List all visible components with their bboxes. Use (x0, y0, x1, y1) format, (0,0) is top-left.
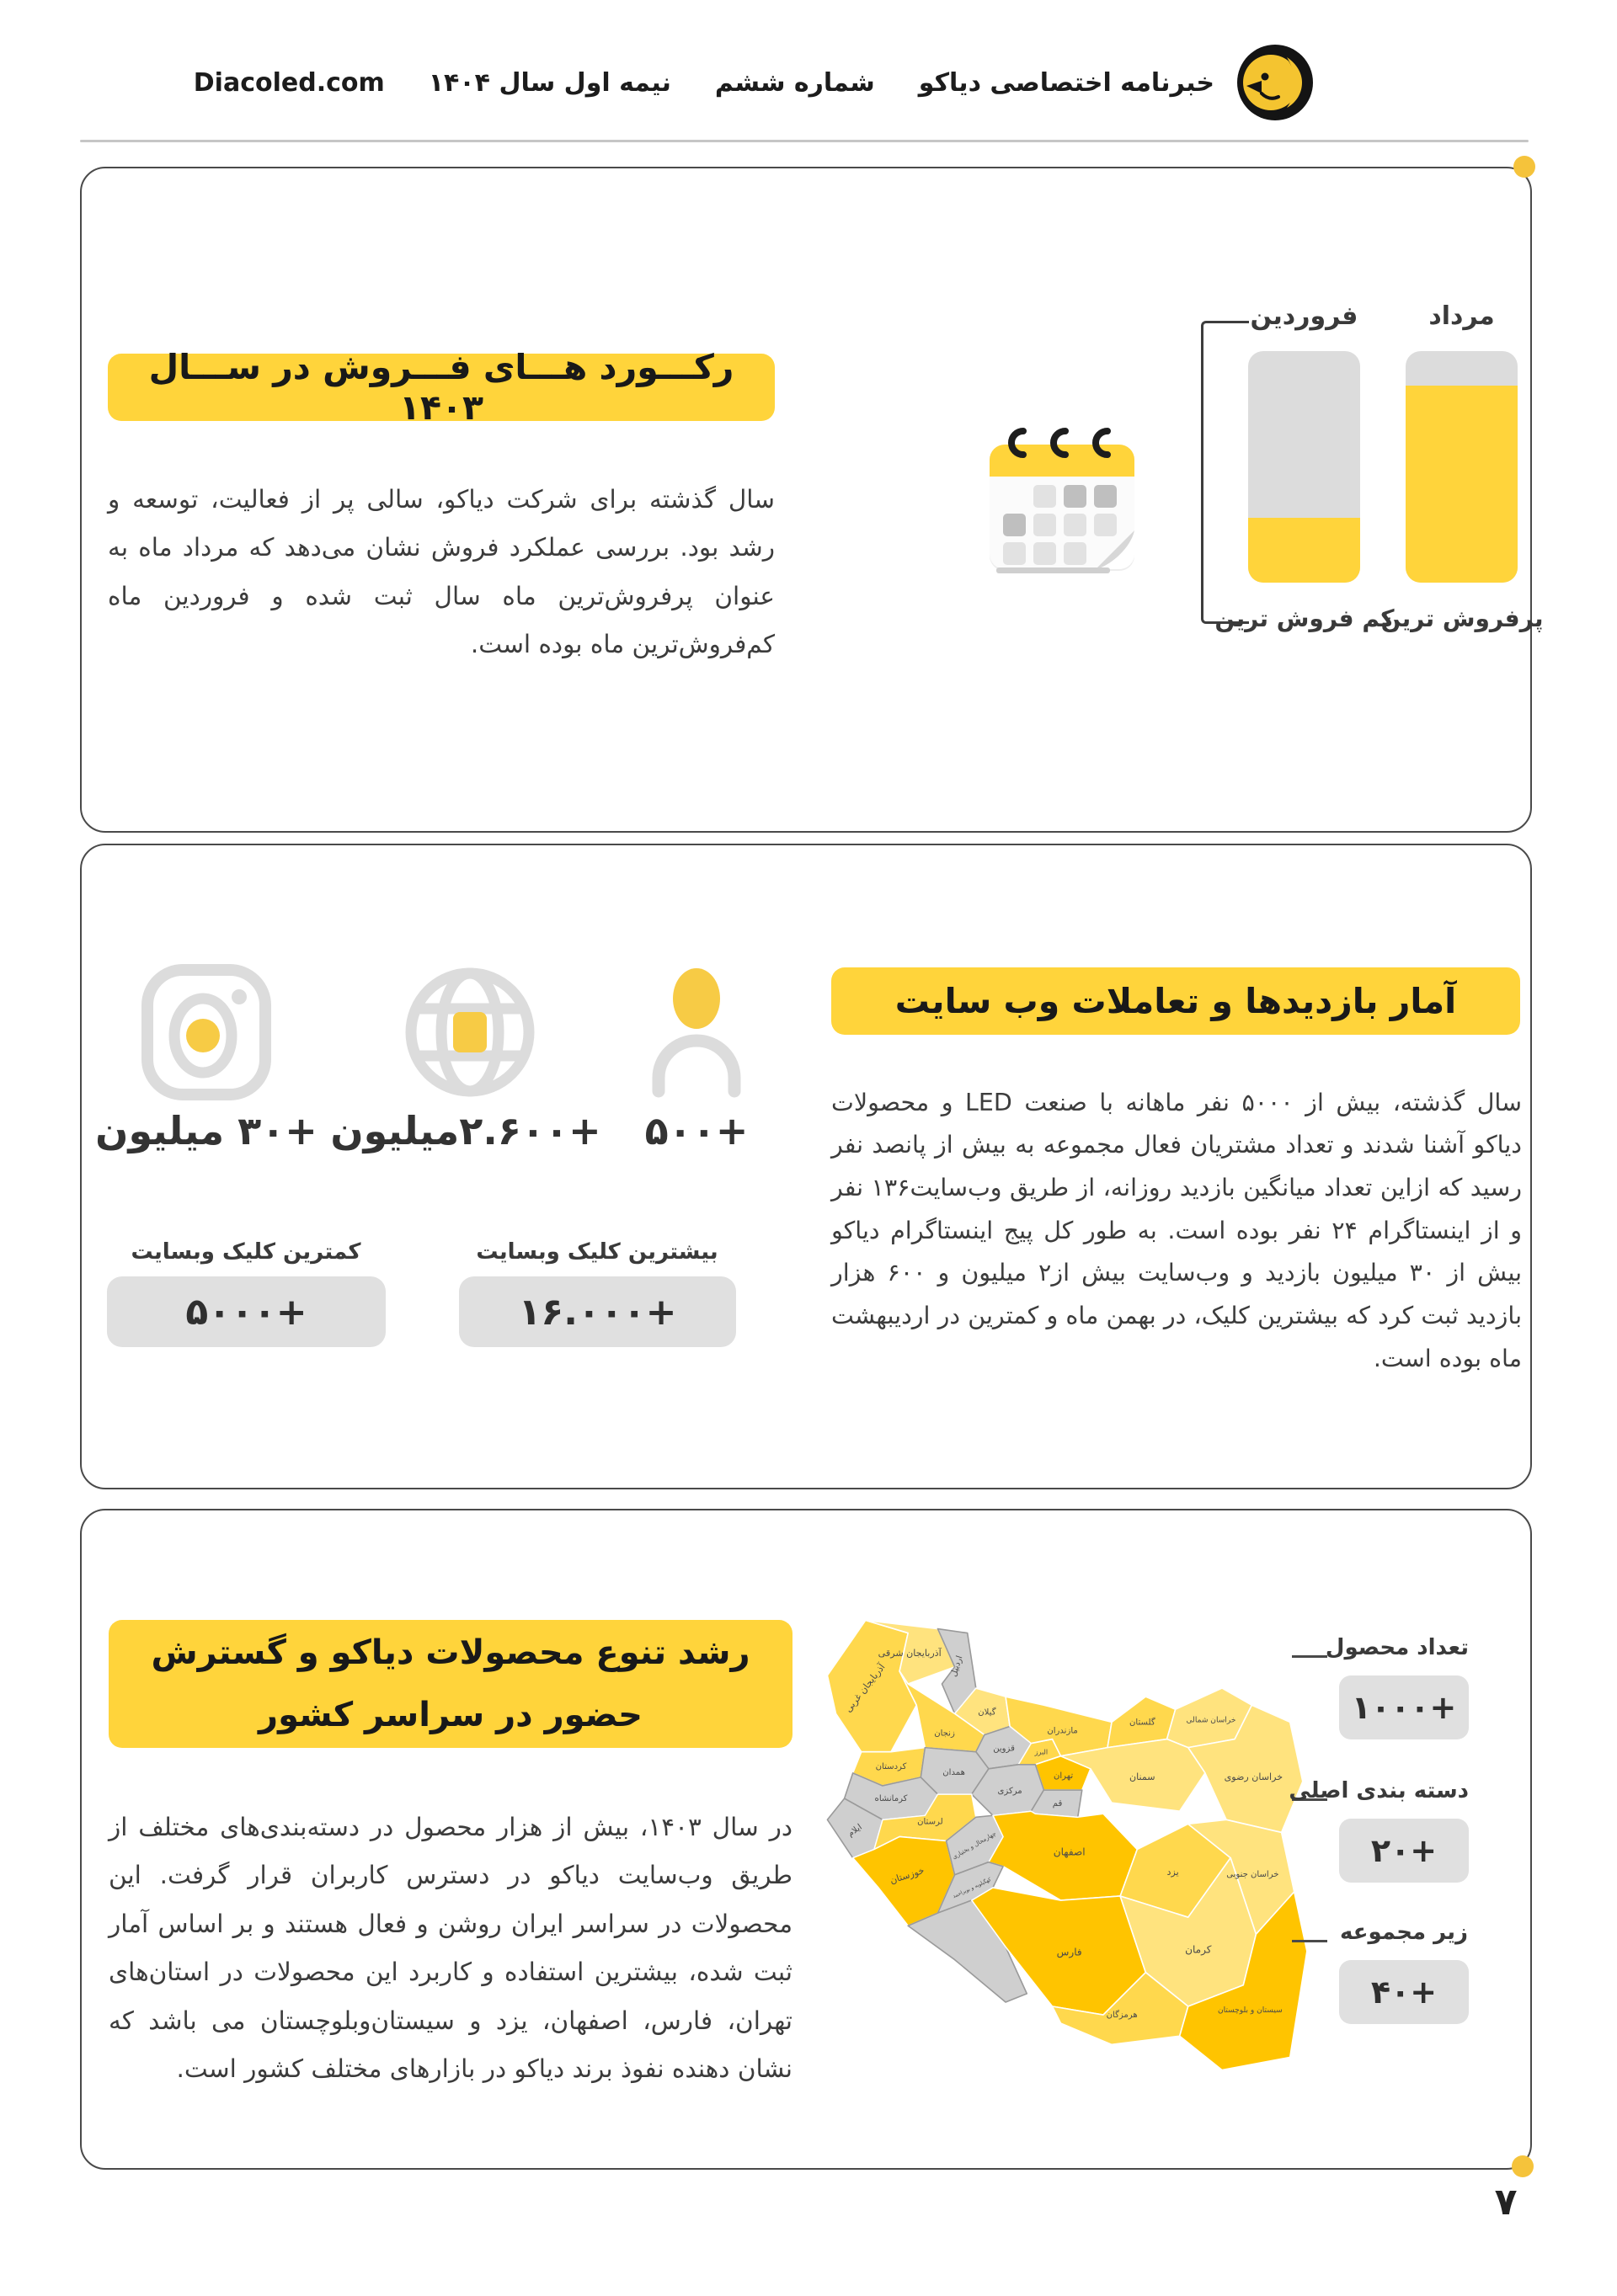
province-label-24: خراسان جنوبی (1226, 1870, 1278, 1879)
calendar-icon (985, 421, 1140, 589)
web-stats-body: سال گذشته، بیش از ۵۰۰۰ نفر ماهانه با صنع… (831, 1088, 1522, 1372)
province-label-23: یزد (1167, 1867, 1179, 1878)
bar-farvardin (1248, 351, 1360, 583)
instagram-icon (139, 962, 274, 1106)
province-shape-12 (1059, 1738, 1206, 1813)
province-label-14: همدان (942, 1768, 965, 1777)
province-label-9: گلستان (1129, 1716, 1155, 1727)
diaco-lion-logo-icon (1236, 44, 1314, 121)
product-count-value-box: +۱۰۰۰ (1339, 1675, 1469, 1739)
province-label-15: مرکزی (998, 1787, 1022, 1796)
web-stats-card: آمار بازدیدها و تعاملات وب سایت سال گذشت… (80, 844, 1532, 1489)
province-label-30: سیستان و بلوچستان (1218, 2006, 1283, 2015)
main-categories-label: دسته بندی اصلی (1289, 1778, 1469, 1803)
sales-records-card: رکـــورد هـــای فـــروش در ســـال ۱۴۰۳ س… (80, 167, 1544, 833)
bar-mordad (1406, 351, 1518, 583)
products-map-card: رشد تنوع محصولات دیاکو و گسترش حضور در س… (80, 1509, 1532, 2170)
bar-label-mordad: مرداد (1428, 301, 1495, 331)
max-clicks-label: بیشترین کلیک وبسایت (476, 1239, 718, 1265)
min-clicks-label: کمترین کلیک وبسایت (131, 1239, 361, 1265)
issue-number: شماره ششم (714, 67, 875, 98)
province-label-6: البرز (1034, 1749, 1048, 1756)
newsletter-title: خبرنامه اختصاصی دیاکو (918, 67, 1214, 98)
province-label-16: قم (1053, 1799, 1063, 1809)
province-label-19: لرستان (917, 1817, 943, 1826)
metric-dash (1292, 1940, 1327, 1942)
province-label-3: گیلان (978, 1706, 995, 1717)
site-url[interactable]: Diacoled.com (193, 67, 385, 98)
province-label-17: کرمانشاه (875, 1794, 908, 1803)
subcategories-value-box: +۴۰ (1339, 1960, 1469, 2024)
min-clicks-value-box: +۵۰۰۰ (107, 1276, 386, 1347)
sales-card-title: رکـــورد هـــای فـــروش در ســـال ۱۴۰۳ (108, 347, 775, 428)
products-card-title: رشد تنوع محصولات دیاکو و گسترش حضور در س… (109, 1620, 792, 1748)
province-shape-30 (1178, 1891, 1308, 2071)
province-label-10: خراسان شمالی (1187, 1716, 1236, 1724)
active-customers-value: +۵۰۰ (644, 1108, 749, 1153)
province-label-4: زنجان (934, 1729, 955, 1739)
province-label-8: مازندران (1047, 1726, 1077, 1735)
globe-icon (403, 965, 537, 1103)
bar-label-farvardin: فروردین (1250, 301, 1358, 331)
web-stats-title: آمار بازدیدها و تعاملات وب سایت (831, 967, 1520, 1035)
masthead: خبرنامه اختصاصی دیاکو شماره ششم نیمه اول… (194, 44, 1314, 121)
person-icon (640, 963, 753, 1105)
province-label-22: اصفهان (1054, 1846, 1086, 1858)
page-number: ۷ (1494, 2181, 1518, 2224)
website-views-value: +۲.۶۰۰میلیون (330, 1108, 601, 1153)
province-shape-26 (907, 1899, 1028, 2003)
card3-corner-dot (1512, 2155, 1534, 2177)
metric-dash (1292, 1655, 1327, 1658)
province-label-28: کرمان (1185, 1944, 1212, 1957)
province-label-13: کردستان (876, 1762, 907, 1771)
province-label-27: فارس (1057, 1947, 1082, 1959)
instagram-views-value: +۳۰ میلیون (95, 1108, 318, 1153)
bar-farvardin-fill (1248, 518, 1360, 583)
chart-bracket-line (1201, 321, 1249, 624)
product-count-label: تعداد محصول (1325, 1635, 1469, 1660)
province-label-5: قزوین (993, 1745, 1015, 1754)
header-divider (80, 140, 1529, 142)
metric-dash (1292, 1798, 1327, 1801)
province-label-7: تهران (1054, 1771, 1073, 1781)
products-card-body: در سال ۱۴۰۳، بیش از هزار محصول در دسته‌ب… (109, 1812, 792, 2084)
sales-card-body: سال گذشته برای شرکت دیاکو، سالی پر از فع… (108, 484, 775, 659)
max-clicks-value-box: +۱۶.۰۰۰ (459, 1276, 736, 1347)
bar-caption-best-selling: پرفروش ترین (1380, 605, 1544, 632)
province-label-1: آذربایجان شرقی (878, 1647, 942, 1659)
province-label-11: خراسان رضوی (1225, 1771, 1283, 1782)
bar-mordad-fill (1406, 386, 1518, 583)
province-label-12: سمنان (1129, 1771, 1155, 1782)
subcategories-label: زیر مجموعه (1339, 1920, 1469, 1945)
bar-caption-least-selling: کم فروش ترین (1214, 605, 1395, 632)
province-label-29: هرمزگان (1107, 2009, 1138, 2020)
card1-corner-dot (1513, 156, 1535, 178)
iran-provinces-map: آذربایجان غربی آذربایجان شرقی اردبیل گیلان ز… (781, 1595, 1324, 2108)
main-categories-value-box: +۲۰ (1339, 1819, 1469, 1883)
issue-period: نیمه اول سال ۱۴۰۴ (428, 67, 671, 98)
